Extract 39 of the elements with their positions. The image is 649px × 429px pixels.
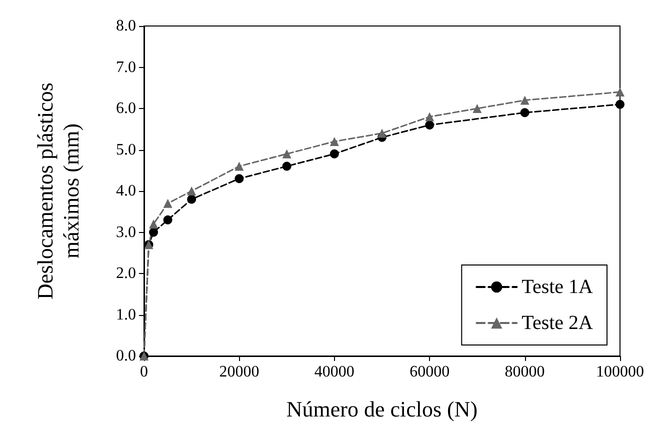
y-tick-label: 7.0 bbox=[116, 58, 136, 76]
x-tick-label: 60000 bbox=[410, 364, 450, 380]
x-tick-label: 20000 bbox=[219, 364, 260, 380]
x-tick-label: 0 bbox=[140, 364, 148, 380]
point bbox=[616, 100, 624, 109]
point bbox=[234, 174, 244, 184]
y-tick-label: 3.0 bbox=[116, 224, 136, 241]
point bbox=[149, 220, 158, 228]
point bbox=[520, 96, 530, 105]
point bbox=[378, 128, 386, 138]
point bbox=[472, 104, 482, 113]
point bbox=[425, 120, 434, 130]
y-tick-label: 5.0 bbox=[116, 141, 136, 158]
y-tick-label: 2.0 bbox=[116, 265, 136, 282]
point bbox=[163, 198, 172, 208]
y-tick-label: 8.0 bbox=[116, 18, 136, 34]
y-tick-label: 1.0 bbox=[116, 306, 136, 324]
point bbox=[187, 186, 196, 196]
legend-label: Teste 2A bbox=[522, 312, 594, 334]
point bbox=[149, 228, 158, 237]
point bbox=[425, 112, 434, 122]
y-tick-label: 4.0 bbox=[116, 182, 136, 200]
point bbox=[163, 215, 172, 224]
x-axis-title: Número de ciclos (N) bbox=[286, 396, 478, 422]
x-tick-label: 100000 bbox=[596, 364, 644, 380]
point bbox=[616, 88, 624, 96]
y-tick-label: 6.0 bbox=[116, 100, 136, 117]
x-tick-label: 80000 bbox=[504, 364, 545, 380]
point bbox=[187, 194, 196, 204]
y-tick-label: 0.0 bbox=[116, 348, 136, 364]
x-tick-label: 40000 bbox=[314, 364, 354, 380]
point bbox=[520, 108, 530, 118]
point bbox=[330, 149, 339, 158]
legend-label: Teste 1A bbox=[522, 276, 594, 298]
point bbox=[282, 162, 292, 171]
point bbox=[234, 162, 244, 171]
y-axis-title: Deslocamentos plásticos máximos (mm) bbox=[32, 82, 84, 300]
point bbox=[330, 137, 339, 146]
point bbox=[282, 149, 292, 158]
